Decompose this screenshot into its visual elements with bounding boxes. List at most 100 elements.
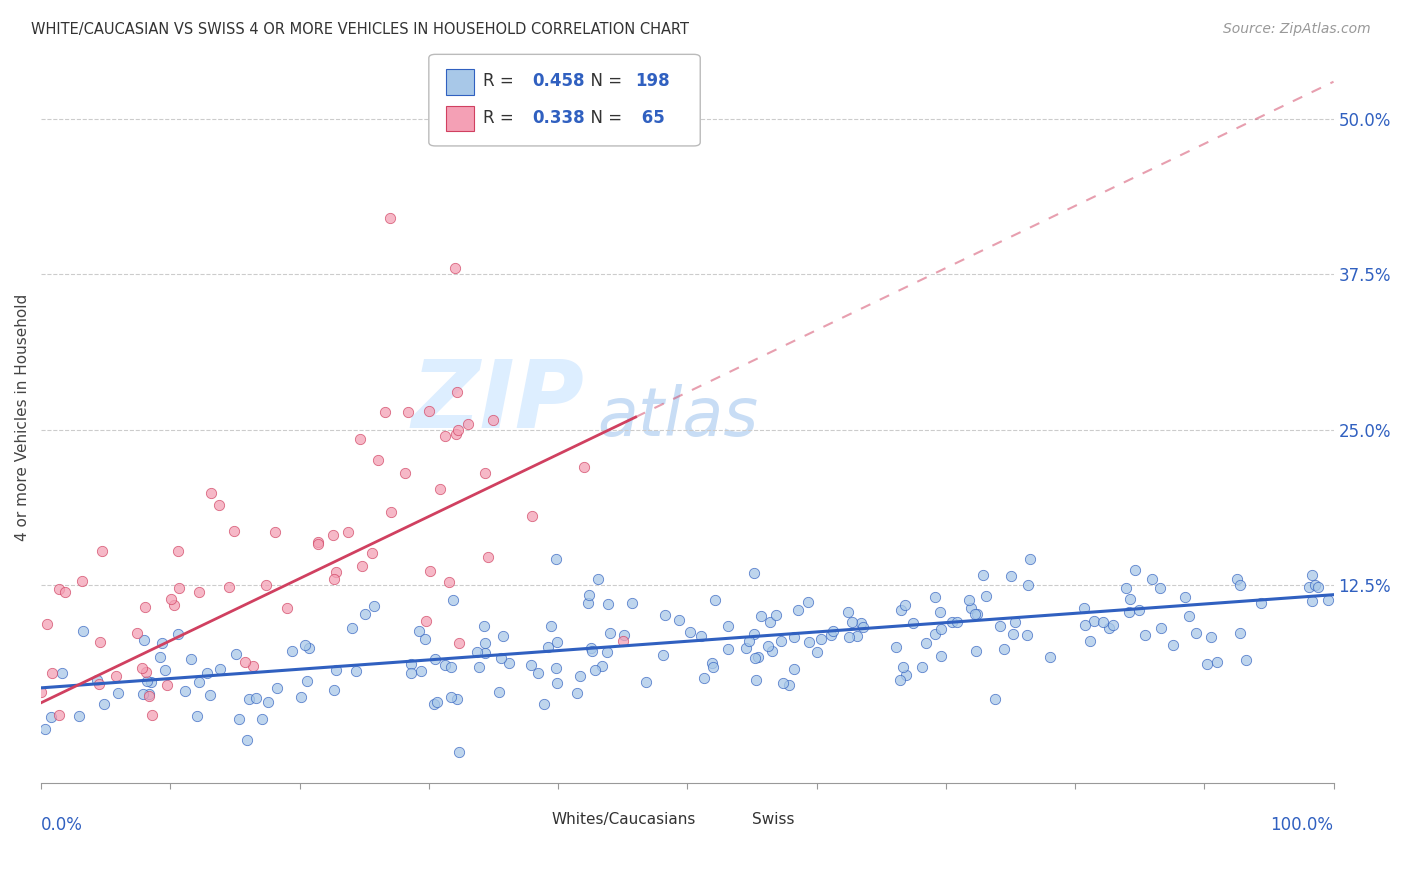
Point (344, 664, 367, 678)
Point (717, 642, 740, 657)
Point (929, 605, 952, 619)
Point (138, 687, 160, 701)
Point (929, 622, 952, 636)
Text: 65: 65 (636, 109, 665, 127)
Bar (446, 105, 474, 131)
Point (394, 466, 416, 480)
Point (742, 627, 765, 641)
Point (135, 674, 157, 689)
Point (155, 678, 177, 692)
Point (849, 616, 872, 631)
Point (984, 691, 1007, 706)
Point (294, 639, 316, 653)
Point (787, 603, 810, 617)
Point (488, 684, 510, 698)
Point (323, 682, 346, 697)
Point (434, 429, 457, 443)
Point (1301, 567, 1323, 582)
Point (901, 615, 924, 630)
Point (105, 669, 128, 683)
Point (1303, 577, 1326, 591)
Point (53, 585, 76, 599)
Point (188, 584, 211, 599)
Point (342, 621, 364, 635)
Point (208, 662, 231, 676)
Point (350, 558, 373, 573)
Text: N =: N = (581, 109, 627, 127)
Point (778, 678, 800, 692)
Point (537, 640, 560, 654)
Text: 0.338: 0.338 (533, 109, 585, 127)
Point (233, 655, 256, 669)
Point (48, 582, 70, 597)
Point (965, 644, 987, 658)
Point (498, 656, 520, 670)
Point (135, 665, 157, 680)
Point (423, 651, 446, 665)
Point (415, 615, 437, 629)
Point (963, 607, 986, 622)
Point (693, 671, 716, 685)
Point (823, 624, 845, 638)
Point (138, 690, 160, 704)
Point (86, 673, 108, 688)
Point (749, 609, 772, 624)
Point (363, 599, 385, 613)
Point (353, 607, 375, 622)
Point (433, 658, 456, 673)
Point (39, 710, 62, 724)
Point (1073, 600, 1095, 615)
Point (195, 666, 218, 681)
Point (1074, 617, 1097, 632)
Point (264, 525, 287, 540)
Point (149, 650, 172, 665)
Point (1000, 569, 1022, 583)
Text: Source: ZipAtlas.com: Source: ZipAtlas.com (1223, 22, 1371, 37)
Point (322, 528, 344, 542)
Point (612, 628, 634, 642)
Point (569, 669, 592, 683)
Point (336, 525, 359, 540)
Point (841, 615, 863, 629)
Point (238, 691, 260, 706)
Point (946, 615, 969, 630)
Point (169, 581, 191, 595)
Point (492, 629, 515, 643)
Point (581, 641, 603, 656)
Point (567, 686, 589, 700)
Point (180, 652, 202, 666)
Point (1150, 621, 1173, 635)
Point (689, 630, 711, 644)
Point (1149, 581, 1171, 595)
Point (702, 656, 724, 670)
Point (747, 650, 769, 665)
Point (576, 596, 599, 610)
Point (89, 635, 111, 649)
Point (378, 211, 401, 226)
Point (396, 405, 419, 419)
Point (367, 453, 389, 467)
Point (966, 607, 988, 622)
Point (266, 681, 288, 695)
Point (915, 636, 938, 650)
Point (482, 413, 505, 427)
Point (941, 615, 963, 630)
Point (596, 644, 619, 658)
Point (654, 607, 676, 622)
Text: 0.458: 0.458 (533, 72, 585, 90)
Point (307, 535, 329, 549)
Point (131, 661, 153, 675)
Point (139, 674, 162, 689)
Point (325, 566, 347, 580)
Point (51, 665, 73, 680)
Point (1177, 609, 1199, 624)
Point (910, 660, 932, 674)
Point (153, 663, 176, 677)
Point (91, 544, 114, 558)
Point (702, 659, 724, 673)
Point (679, 625, 702, 640)
Point (522, 509, 544, 524)
Point (474, 646, 496, 660)
Point (546, 635, 568, 649)
Point (419, 564, 441, 578)
